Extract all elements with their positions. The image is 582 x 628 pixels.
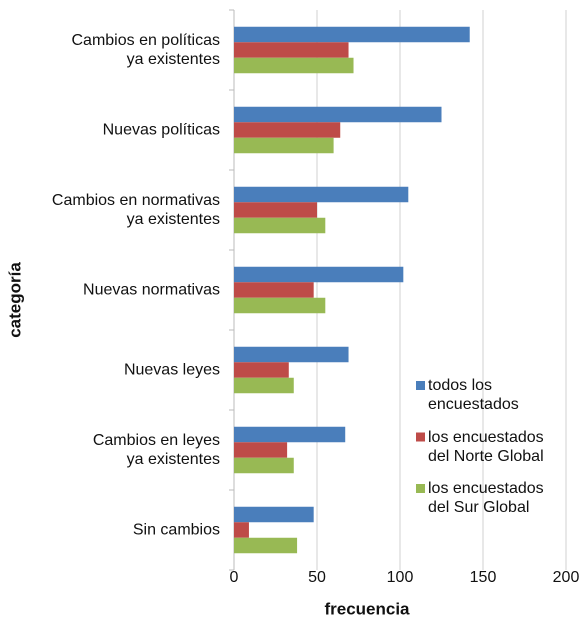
bar [234,137,334,154]
bar [234,346,349,363]
bar [234,362,289,378]
legend-swatch [416,432,425,442]
y-axis-label: categoría [5,262,24,338]
bar [234,457,294,474]
x-tick-label: 200 [553,569,580,586]
bar [234,297,326,314]
x-tick-label: 50 [308,569,326,586]
y-tick-label: Nuevas leyes [123,361,220,379]
y-tick-label: Cambios en leyes ya existentes [92,432,220,468]
x-tick-label: 0 [230,569,239,586]
bar [234,442,288,458]
bar [234,122,341,138]
legend-swatch [416,381,425,390]
y-tick-label: Cambios en normativas ya existentes [51,192,220,228]
legend-label: los encuestados del Norte Global [428,428,544,465]
x-axis-label: frecuencia [324,599,410,618]
bar [234,377,294,394]
y-tick-label: Nuevas políticas [102,121,220,139]
bar [234,426,346,443]
legend-label: los encuestados del Sur Global [428,480,544,516]
bar [234,106,442,123]
bar [234,266,404,283]
bar [234,537,298,554]
bar [234,217,326,234]
y-tick-label: Cambios en políticas ya existentes [71,32,220,68]
bar [234,42,349,58]
y-tick-label: Sin cambios [132,521,220,539]
x-tick-label: 150 [470,569,497,586]
bar [234,522,249,538]
legend-swatch [416,484,425,493]
bar [234,506,314,523]
y-tick-label: Nuevas normativas [83,281,220,299]
bar [234,26,470,43]
bar [234,57,354,74]
bar [234,202,317,218]
legend-label: todos los encuestados [428,377,519,413]
bar [234,282,314,298]
x-tick-label: 100 [387,569,414,586]
bar [234,186,409,203]
